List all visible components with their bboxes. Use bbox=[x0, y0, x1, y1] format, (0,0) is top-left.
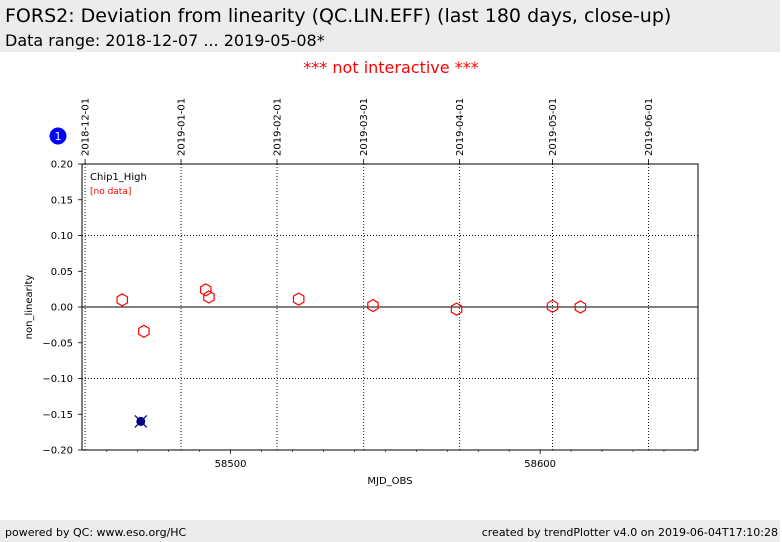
plot-number-badge-label: 1 bbox=[55, 130, 62, 143]
date-tick-label: 2019-05-01 bbox=[548, 98, 559, 156]
y-tick-label: −0.10 bbox=[42, 374, 73, 385]
flagged-data-cross bbox=[134, 414, 148, 428]
data-point bbox=[203, 290, 215, 304]
footer-created-by: created by trendPlotter v4.0 on 2019-06-… bbox=[481, 526, 778, 539]
y-axis-label: non_linearity bbox=[24, 275, 35, 340]
date-tick-label: 2019-04-01 bbox=[455, 98, 466, 156]
data-point bbox=[138, 324, 150, 339]
y-tick-label: 0.15 bbox=[51, 195, 73, 206]
y-tick-label: −0.15 bbox=[42, 410, 73, 421]
header-bar: FORS2: Deviation from linearity (QC.LIN.… bbox=[0, 0, 780, 52]
y-tick-label: −0.20 bbox=[42, 446, 73, 457]
y-tick-label: −0.05 bbox=[42, 338, 73, 349]
date-tick-label: 2019-03-01 bbox=[359, 98, 370, 156]
date-tick-label: 2019-02-01 bbox=[273, 98, 284, 156]
y-tick-label: 0.05 bbox=[51, 267, 73, 278]
data-point bbox=[367, 298, 379, 313]
data-point bbox=[200, 283, 212, 297]
date-tick-label: 2019-06-01 bbox=[644, 98, 655, 156]
x-tick-label: 58600 bbox=[524, 459, 556, 470]
data-point bbox=[546, 299, 559, 313]
data-point bbox=[450, 302, 463, 316]
footer-powered-by: powered by QC: www.eso.org/HC bbox=[5, 526, 187, 539]
y-tick-label: 0.00 bbox=[51, 303, 73, 314]
data-point bbox=[574, 300, 587, 314]
y-tick-label: 0.10 bbox=[51, 231, 73, 242]
data-point bbox=[292, 292, 305, 306]
panel-note: [no data] bbox=[90, 187, 131, 197]
not-interactive-notice: *** not interactive *** bbox=[303, 58, 479, 77]
data-point bbox=[116, 293, 129, 307]
footer-bar: powered by QC: www.eso.org/HC created by… bbox=[0, 520, 780, 542]
data-range-subtitle: Data range: 2018-12-07 ... 2019-05-08* bbox=[5, 31, 325, 50]
panel-label: Chip1_High bbox=[90, 172, 147, 183]
x-axis-label: MJD_OBS bbox=[367, 476, 412, 487]
date-tick-label: 2019-01-01 bbox=[177, 98, 188, 156]
plot-number-badge bbox=[49, 127, 67, 145]
y-tick-label: 0.20 bbox=[51, 160, 73, 171]
x-tick-label: 58500 bbox=[215, 459, 247, 470]
date-tick-label: 2018-12-01 bbox=[81, 98, 92, 156]
page-title: FORS2: Deviation from linearity (QC.LIN.… bbox=[5, 5, 672, 27]
